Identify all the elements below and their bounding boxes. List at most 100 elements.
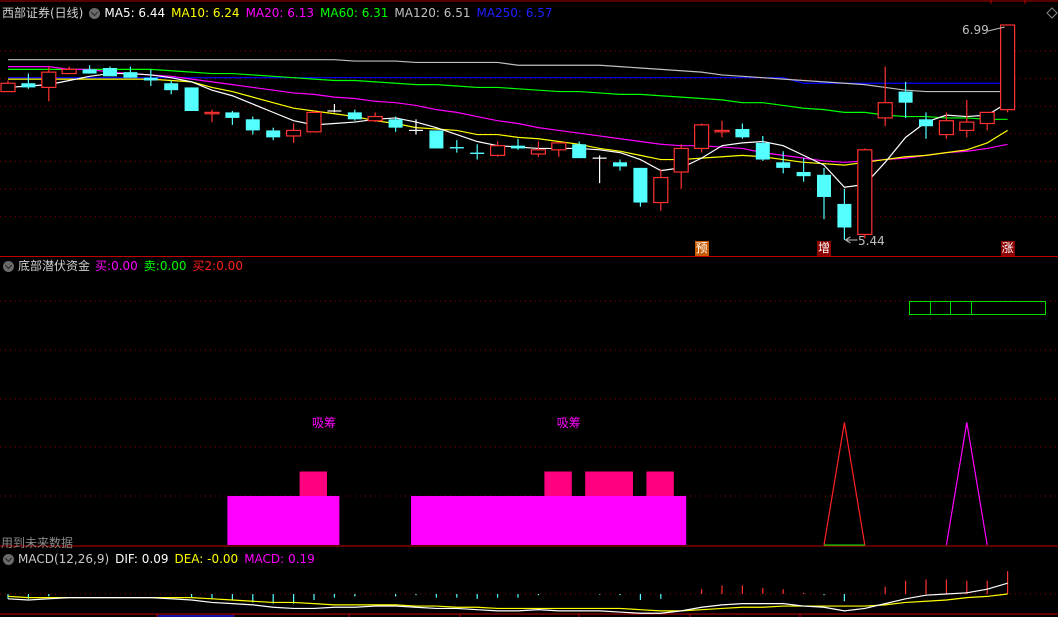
candle (327, 104, 342, 113)
candle (592, 155, 607, 184)
collapse-icon[interactable] (89, 7, 101, 19)
candle-body (714, 129, 730, 133)
candle-body (653, 176, 669, 204)
candle (693, 123, 710, 153)
candle-body (938, 120, 955, 136)
signal-mark: 涨 (1000, 241, 1015, 256)
candle-body (286, 129, 302, 137)
signal-spike (945, 422, 988, 546)
macd-title: MACD(12,26,9) (18, 552, 110, 566)
candle (796, 158, 811, 182)
candle-body (735, 129, 750, 138)
candle (266, 127, 281, 141)
candle (0, 80, 16, 93)
ma10-label: MA10: 6.24 (171, 6, 240, 20)
candle (41, 66, 57, 102)
strong-accumulation-bar (299, 471, 327, 496)
candle-body (143, 77, 158, 81)
candle (877, 66, 893, 127)
candlesticks (0, 24, 1016, 240)
buy-label: 买: (95, 259, 112, 273)
candle (409, 119, 423, 135)
macd-plot (7, 571, 1009, 614)
candle-body (41, 71, 57, 89)
buy2-label: 买2: (192, 259, 217, 273)
candle-body (572, 144, 587, 159)
price-annotations (845, 26, 1005, 244)
candle (225, 110, 240, 125)
dif-line (7, 582, 1008, 614)
sell-value: 0.00 (159, 259, 187, 273)
accumulation-label: 吸筹 (312, 416, 337, 430)
ma250-line (8, 77, 1008, 84)
ma20-line (8, 66, 1008, 163)
ma120-label: MA120: 6.51 (394, 6, 471, 20)
indicator-bars (227, 301, 1046, 546)
collapse-icon[interactable] (3, 553, 14, 565)
candle (143, 69, 158, 87)
candle (449, 140, 464, 153)
collapse-icon[interactable] (3, 260, 14, 272)
candle-body (347, 112, 362, 120)
candle (979, 111, 995, 131)
candle (898, 81, 913, 118)
candle-body (613, 162, 627, 167)
ma60-line (8, 68, 1008, 120)
candle-body (103, 67, 117, 77)
candle (123, 66, 138, 78)
candle-body (184, 87, 199, 111)
candle (184, 87, 199, 111)
candle-body (449, 147, 464, 149)
high-arrow (987, 26, 1005, 32)
candle-body (306, 111, 322, 133)
candle (776, 151, 791, 174)
candle-body (429, 130, 444, 149)
candle (511, 138, 525, 150)
candle-body (919, 119, 933, 127)
candle-body (673, 147, 689, 173)
candle (21, 73, 36, 89)
macd-value-label: MACD: 0.19 (244, 552, 315, 566)
candle (286, 123, 302, 143)
legend-box (909, 301, 1046, 315)
signal-mark: 增 (817, 241, 831, 256)
main-header: 西部证券(日线) MA5: 6.44 MA10: 6.24 MA20: 6.13… (2, 6, 559, 20)
candle (613, 159, 627, 171)
indicator-title: 底部潜伏资金 (18, 259, 91, 273)
low-arrow (845, 236, 858, 244)
signal-mark: 预 (694, 241, 709, 256)
candle (490, 141, 506, 157)
candle (755, 135, 770, 161)
candle-body (61, 68, 77, 75)
diamond-icon (1046, 7, 1058, 19)
candle-body (999, 24, 1016, 111)
candle-body (877, 102, 893, 119)
candle (551, 142, 567, 157)
ma250-label: MA250: 6.57 (476, 6, 553, 20)
ma10-line (8, 78, 1008, 166)
candle-body (857, 149, 873, 236)
ma60-label: MA60: 6.31 (320, 6, 389, 20)
candle (103, 66, 117, 77)
candle (530, 141, 547, 157)
candle-body (0, 82, 16, 93)
candle (367, 112, 383, 123)
candle (61, 66, 77, 75)
accumulation-bar (411, 496, 687, 545)
candle-body (388, 119, 403, 128)
moving-average-lines (7, 59, 1008, 188)
ma120-line (8, 59, 1008, 93)
candle (735, 123, 750, 139)
low-price-label: 5.44 (858, 234, 885, 248)
candle (673, 144, 689, 189)
accumulation-bar (227, 496, 340, 545)
candle (306, 110, 322, 133)
candle (999, 24, 1016, 113)
candle-body (490, 145, 506, 156)
ma5-label: MA5: 6.44 (104, 6, 166, 20)
stock-title: 西部证券(日线) (2, 6, 84, 20)
scroll-indicator (158, 615, 234, 617)
candle-body (164, 83, 179, 91)
candle (653, 169, 669, 211)
